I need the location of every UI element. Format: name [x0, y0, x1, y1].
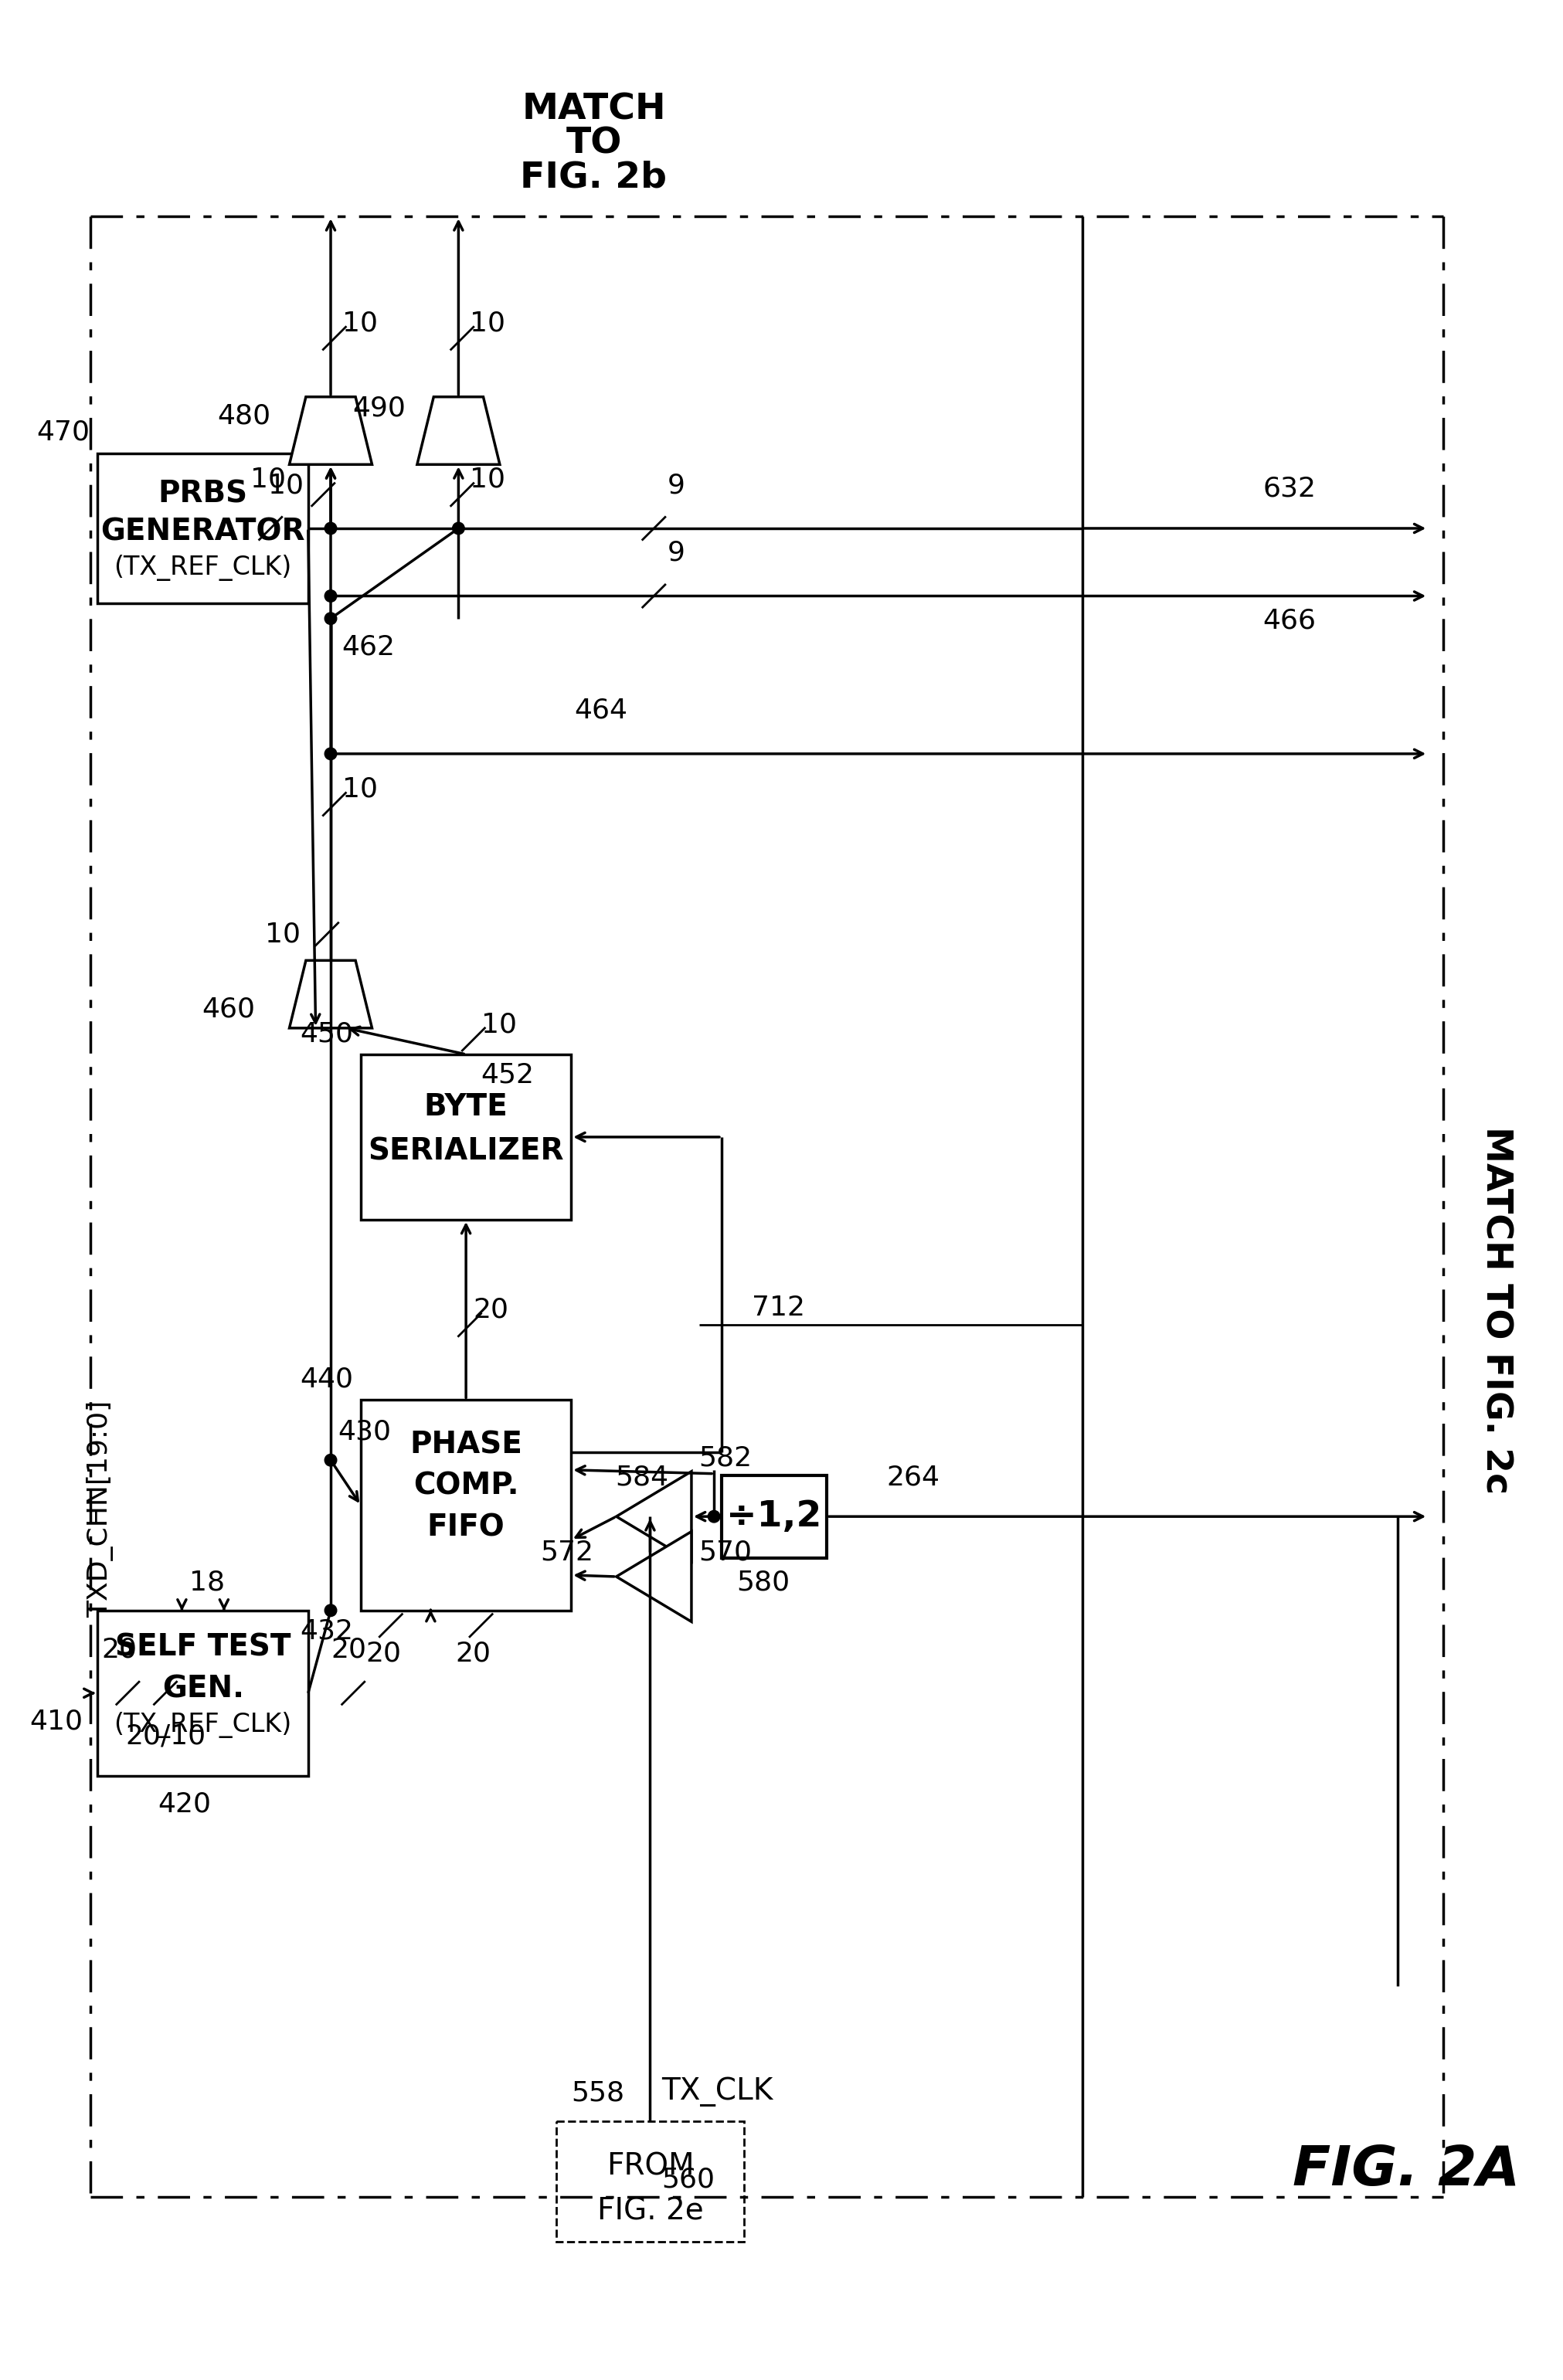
Text: 9: 9	[667, 471, 685, 497]
Text: 558: 558	[570, 2080, 624, 2106]
Polygon shape	[616, 1471, 691, 1561]
Text: MATCH: MATCH	[522, 93, 666, 126]
Text: 264: 264	[886, 1464, 939, 1490]
Text: 420: 420	[158, 1790, 211, 1816]
Bar	[556, 2121, 744, 2242]
Text: 10: 10	[342, 776, 377, 802]
Text: FROM: FROM	[606, 2152, 694, 2180]
Text: 10: 10	[469, 309, 505, 336]
Text: TX_CLK: TX_CLK	[661, 2078, 772, 2106]
Bar	[361, 1399, 570, 1611]
Text: 10: 10	[342, 309, 377, 336]
Text: SELF TEST: SELF TEST	[116, 1633, 291, 1661]
Text: 464: 464	[574, 697, 628, 724]
Bar	[97, 452, 308, 605]
Text: 450: 450	[300, 1021, 353, 1047]
Text: 20/10: 20/10	[125, 1723, 205, 1749]
Polygon shape	[417, 397, 500, 464]
Text: 10: 10	[481, 1012, 516, 1038]
Text: 10: 10	[469, 466, 505, 493]
Bar	[721, 1476, 827, 1559]
Text: 18: 18	[189, 1568, 225, 1595]
Text: 20: 20	[455, 1640, 491, 1666]
Circle shape	[452, 521, 464, 536]
Text: 440: 440	[300, 1366, 353, 1392]
Text: 9: 9	[667, 540, 685, 566]
Text: TO: TO	[566, 126, 622, 162]
Text: 432: 432	[300, 1618, 353, 1645]
Bar	[361, 1054, 570, 1219]
Polygon shape	[289, 397, 372, 464]
Text: FIG. 2b: FIG. 2b	[520, 159, 667, 195]
Text: 470: 470	[38, 419, 91, 445]
Text: 570: 570	[699, 1540, 752, 1566]
Text: TXD_CHN[19:0]: TXD_CHN[19:0]	[86, 1402, 114, 1618]
Circle shape	[325, 521, 336, 536]
Text: GENERATOR: GENERATOR	[100, 516, 305, 547]
Polygon shape	[289, 962, 372, 1028]
Text: 580: 580	[736, 1568, 789, 1595]
Text: 452: 452	[481, 1061, 535, 1088]
Text: 462: 462	[342, 633, 395, 659]
Bar	[97, 1611, 308, 1775]
Circle shape	[325, 1604, 336, 1616]
Text: 632: 632	[1261, 476, 1316, 502]
Text: 20: 20	[330, 1637, 366, 1664]
Circle shape	[325, 590, 336, 602]
Text: 430: 430	[338, 1418, 391, 1445]
Text: 20: 20	[102, 1637, 138, 1664]
Text: 466: 466	[1261, 607, 1316, 633]
Text: 490: 490	[353, 395, 406, 421]
Text: GEN.: GEN.	[163, 1673, 244, 1704]
Text: SERIALIZER: SERIALIZER	[367, 1138, 564, 1166]
Text: 712: 712	[752, 1295, 805, 1321]
Text: 10: 10	[266, 921, 300, 947]
Text: COMP.: COMP.	[413, 1471, 519, 1502]
Text: 584: 584	[616, 1464, 669, 1490]
Circle shape	[708, 1511, 719, 1523]
Text: 572: 572	[541, 1540, 594, 1566]
Text: FIFO: FIFO	[427, 1514, 505, 1542]
Text: 582: 582	[699, 1445, 752, 1471]
Text: 410: 410	[30, 1709, 83, 1735]
Text: MATCH TO FIG. 2c: MATCH TO FIG. 2c	[1477, 1126, 1513, 1495]
Text: (TX_REF_CLK): (TX_REF_CLK)	[114, 555, 292, 581]
Text: (TX_REF_CLK): (TX_REF_CLK)	[114, 1711, 292, 1737]
Circle shape	[325, 612, 336, 624]
Text: 20: 20	[474, 1297, 510, 1323]
Text: PHASE: PHASE	[410, 1430, 522, 1459]
Circle shape	[325, 747, 336, 759]
Polygon shape	[616, 1533, 691, 1621]
Text: FIG. 2e: FIG. 2e	[597, 2197, 703, 2225]
Text: ÷1,2: ÷1,2	[727, 1499, 822, 1533]
Circle shape	[325, 1454, 336, 1466]
Text: 10: 10	[267, 471, 303, 497]
Text: FIG. 2A: FIG. 2A	[1293, 2144, 1519, 2197]
Text: 480: 480	[217, 402, 270, 428]
Text: BYTE: BYTE	[424, 1092, 508, 1121]
Text: 10: 10	[250, 466, 286, 493]
Text: 560: 560	[661, 2166, 714, 2192]
Text: 20: 20	[366, 1640, 400, 1666]
Text: PRBS: PRBS	[158, 478, 247, 509]
Text: 460: 460	[202, 997, 255, 1023]
